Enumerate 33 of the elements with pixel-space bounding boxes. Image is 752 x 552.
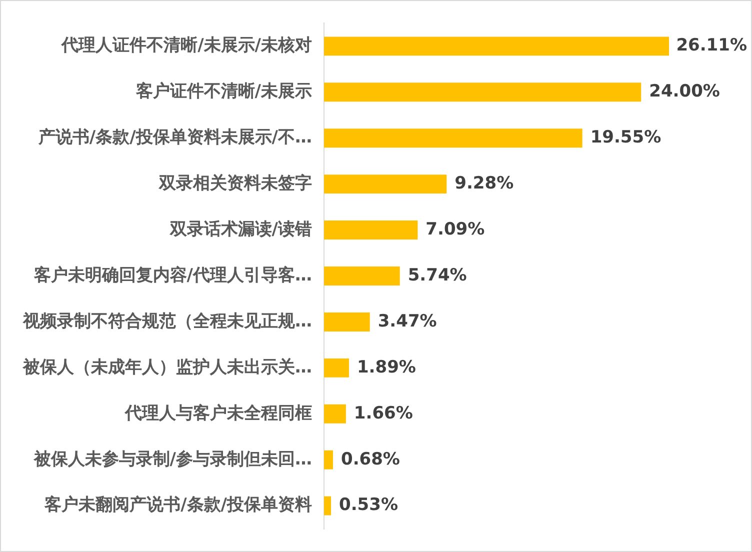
- y-tick-label: 双录相关资料未签字: [158, 173, 312, 194]
- bar: [324, 128, 582, 148]
- bar: [324, 312, 370, 332]
- bar: [324, 496, 332, 516]
- bar: [324, 404, 346, 424]
- data-label: 1.89%: [356, 357, 416, 378]
- y-tick-label: 被保人（未成年人）监护人未出示关…: [22, 357, 312, 378]
- y-tick-label: 代理人证件不清晰/未展示/未核对: [60, 36, 312, 56]
- bar: [324, 174, 447, 194]
- data-label: 19.55%: [590, 128, 662, 148]
- bar: [324, 358, 349, 378]
- bar: [324, 36, 669, 56]
- bar: [324, 82, 642, 102]
- bar: [324, 266, 400, 286]
- data-label: 0.53%: [339, 495, 398, 516]
- data-label: 24.00%: [649, 82, 720, 102]
- y-tick-label: 客户未明确回复内容/代理人引导客…: [32, 265, 312, 286]
- data-label: 1.66%: [354, 403, 413, 424]
- data-label: 26.11%: [676, 36, 748, 56]
- y-tick-label: 视频录制不符合规范（全程未见正规…: [22, 311, 312, 332]
- y-tick-label: 客户未翻阅产说书/条款/投保单资料: [44, 495, 312, 516]
- data-label: 7.09%: [426, 219, 485, 240]
- data-label: 3.47%: [378, 311, 437, 332]
- data-label: 5.74%: [408, 265, 467, 286]
- data-label: 9.28%: [454, 173, 514, 194]
- data-label: 0.68%: [340, 449, 400, 470]
- bar: [324, 220, 418, 240]
- y-tick-label: 双录话术漏读/读错: [168, 219, 312, 240]
- y-tick-label: 产说书/条款/投保单资料未展示/不…: [37, 128, 312, 148]
- y-tick-label: 被保人未参与录制/参与录制但未回…: [32, 449, 312, 470]
- y-tick-label: 代理人与客户未全程同框: [124, 403, 312, 424]
- bar: [324, 450, 333, 470]
- y-tick-label: 客户证件不清晰/未展示: [134, 82, 312, 102]
